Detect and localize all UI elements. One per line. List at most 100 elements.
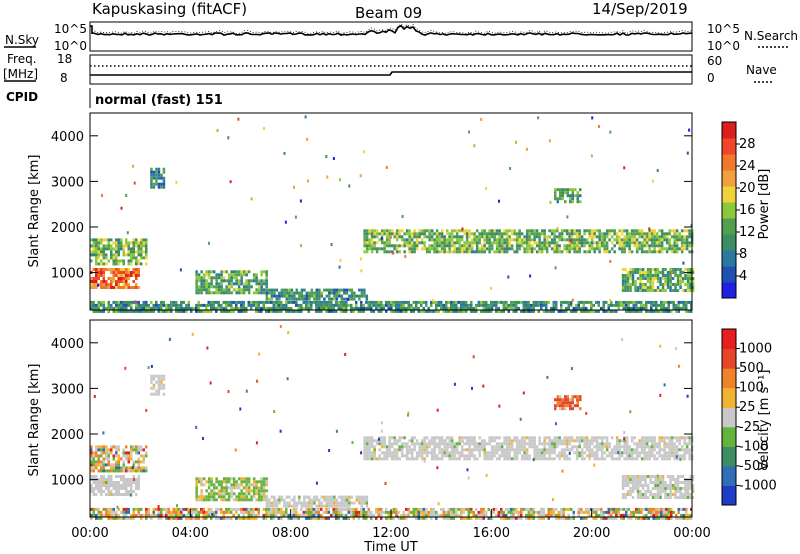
echo-region (195, 477, 268, 502)
colorbar-tick-label: 8 (739, 247, 747, 262)
colorbar-tick-label: -1000 (739, 478, 777, 493)
colorbar-segment (722, 202, 736, 219)
velocity-y-axis-label: Slant Range [km] (27, 364, 42, 477)
x-tick-label: 20:00 (573, 526, 610, 541)
noise-tick-bottom-left: 10^0 (54, 39, 87, 53)
freq-tick-bottom: 8 (60, 71, 68, 85)
velocity-colorbar-label: Velocity [m s⁻¹] (757, 370, 772, 471)
y-tick-label: 3000 (51, 382, 84, 397)
x-tick-label: 16:00 (473, 526, 510, 541)
echo-region (621, 475, 695, 499)
y-tick-label: 3000 (51, 175, 84, 190)
x-tick-label: 08:00 (272, 526, 309, 541)
velocity-colorbar: 1000 500 100 25 -25 -100 -500 -1000 (721, 328, 777, 506)
colorbar-segment (722, 266, 736, 283)
y-tick-label: 2000 (51, 221, 84, 236)
noise-search-trace (91, 23, 693, 35)
echo-scatter (97, 115, 693, 312)
freq-panel: Freq. [MHz] 18 8 60 0 Nave (3, 52, 777, 85)
echo-region (150, 167, 166, 189)
cpid-value: normal (fast) 151 (95, 93, 223, 108)
velocity-y-ticks: 1000 2000 3000 4000 (51, 337, 692, 489)
x-ticks: 00:00 04:00 08:00 12:00 16:00 20:00 00:00 (71, 509, 711, 541)
colorbar-tick-label: 100 (739, 381, 764, 396)
echo-region (90, 300, 693, 313)
cpid-label: CPID (6, 90, 38, 104)
y-tick-label: 4000 (51, 130, 84, 145)
colorbar-tick-label: -100 (739, 439, 769, 454)
echo-region (150, 374, 166, 396)
echo-region (363, 436, 694, 461)
echo-region (554, 395, 582, 411)
power-echoes (90, 115, 695, 313)
colorbar-segment (722, 465, 736, 486)
x-tick-label: 00:00 (71, 526, 108, 541)
noise-tick-bottom-right: 10^0 (707, 39, 740, 53)
beam-title: Beam 09 (355, 4, 422, 22)
colorbar-segment (722, 348, 736, 369)
colorbar-segment (722, 426, 736, 447)
colorbar-segment (722, 446, 736, 467)
colorbar-segment (722, 485, 736, 506)
echo-region (90, 445, 148, 473)
power-y-axis-label: Slant Range [km] (27, 155, 42, 268)
nave-tick-top: 60 (707, 54, 722, 68)
echo-scatter (93, 325, 689, 520)
echo-region (554, 188, 582, 204)
velocity-echoes (90, 325, 695, 520)
power-colorbar: 4 8 12 16 20 24 28 (721, 121, 756, 299)
colorbar-tick-label: 1000 (739, 342, 772, 357)
noise-panel: N.Sky 10^5 10^0 10^5 10^0 N.Search (4, 21, 798, 53)
colorbar-tick-label: 24 (739, 159, 756, 174)
noise-tick-top-right: 10^5 (707, 22, 740, 36)
power-panel: 1000 2000 3000 4000 Slant Range [km] 4 8 12 16… (27, 112, 772, 313)
colorbar-tick-label: 4 (739, 269, 747, 284)
colorbar-segment (722, 329, 736, 350)
x-axis-label: Time UT (363, 540, 417, 554)
echo-region (90, 507, 693, 520)
colorbar-tick-label: 20 (739, 181, 756, 196)
colorbar-segment (722, 250, 736, 267)
echo-region (265, 288, 369, 301)
colorbar-segment (722, 154, 736, 171)
noise-sky-trace (90, 24, 693, 36)
noise-sky-label: N.Sky (5, 33, 39, 47)
colorbar-tick-label: -500 (739, 459, 769, 474)
cpid-panel: CPID normal (fast) 151 (6, 88, 223, 108)
colorbar-tick-label: -25 (739, 420, 760, 435)
colorbar-segment (722, 170, 736, 187)
noise-search-label: N.Search (744, 29, 798, 43)
power-y-ticks: 1000 2000 3000 4000 (51, 130, 692, 282)
colorbar-segment (722, 186, 736, 203)
y-tick-label: 4000 (51, 337, 84, 352)
freq-tick-top: 18 (57, 52, 72, 66)
date-title: 14/Sep/2019 (592, 0, 688, 18)
station-title: Kapuskasing (fitACF) (92, 0, 247, 18)
colorbar-segment (722, 368, 736, 389)
colorbar-segment (722, 407, 736, 428)
colorbar-tick-label: 500 (739, 361, 764, 376)
echo-region (90, 238, 148, 266)
colorbar-segment (722, 218, 736, 235)
nave-tick-bottom: 0 (707, 71, 715, 85)
y-tick-label: 1000 (51, 267, 84, 282)
colorbar-tick-label: 28 (739, 137, 756, 152)
colorbar-tick-label: 16 (739, 203, 756, 218)
power-colorbar-label: Power [dB] (757, 169, 772, 240)
colorbar-segment (722, 234, 736, 251)
x-tick-label: 12:00 (372, 526, 409, 541)
colorbar-segment (722, 122, 736, 139)
noise-tick-top-left: 10^5 (54, 22, 87, 36)
colorbar-tick-label: 12 (739, 225, 756, 240)
freq-label-2: [MHz] (3, 67, 38, 81)
colorbar-segment (722, 138, 736, 155)
echo-region (265, 495, 369, 508)
colorbar-tick-label: 25 (739, 400, 756, 415)
echo-region (90, 475, 140, 496)
x-tick-label: 04:00 (172, 526, 209, 541)
freq-label-1: Freq. (7, 52, 37, 66)
echo-region (363, 229, 694, 254)
echo-region (195, 270, 268, 295)
